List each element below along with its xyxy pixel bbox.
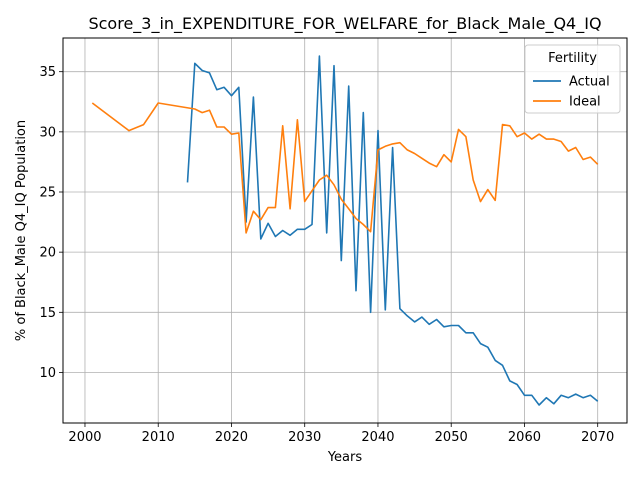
- x-tick-label: 2030: [288, 430, 321, 445]
- chart-title: Score_3_in_EXPENDITURE_FOR_WELFARE_for_B…: [88, 14, 601, 34]
- y-tick-label: 30: [39, 125, 56, 140]
- plot-lines: [91, 55, 599, 406]
- x-tick-label: 2050: [435, 430, 468, 445]
- y-tick-label: 10: [39, 366, 56, 381]
- x-tick-label: 2020: [215, 430, 248, 445]
- x-axis-label: Years: [327, 450, 363, 465]
- y-tick-label: 35: [39, 65, 56, 80]
- y-tick-label: 25: [39, 186, 56, 201]
- x-tick-label: 2040: [361, 430, 394, 445]
- y-axis-label: % of Black_Male Q4_IQ Population: [14, 120, 29, 341]
- legend: Fertility Actual Ideal: [524, 44, 621, 114]
- x-axis-ticks: 2000 2010 2020 2030 2040 2050 2060 2070: [68, 423, 614, 445]
- legend-label-ideal: Ideal: [569, 95, 601, 110]
- series-line-ideal: [91, 102, 599, 234]
- x-tick-label: 2000: [68, 430, 101, 445]
- x-tick-label: 2010: [142, 430, 175, 445]
- legend-title: Fertility: [548, 51, 597, 66]
- plot-frame: [62, 37, 628, 424]
- legend-entries: Actual Ideal: [533, 75, 610, 110]
- legend-box: [524, 44, 621, 114]
- x-tick-label: 2070: [581, 430, 614, 445]
- y-tick-label: 20: [39, 246, 56, 261]
- x-tick-label: 2060: [508, 430, 541, 445]
- series-line-actual: [186, 55, 599, 406]
- legend-label-actual: Actual: [569, 75, 610, 90]
- y-tick-label: 15: [39, 306, 56, 321]
- y-axis-ticks: 10 15 20 25 30 35: [39, 65, 63, 381]
